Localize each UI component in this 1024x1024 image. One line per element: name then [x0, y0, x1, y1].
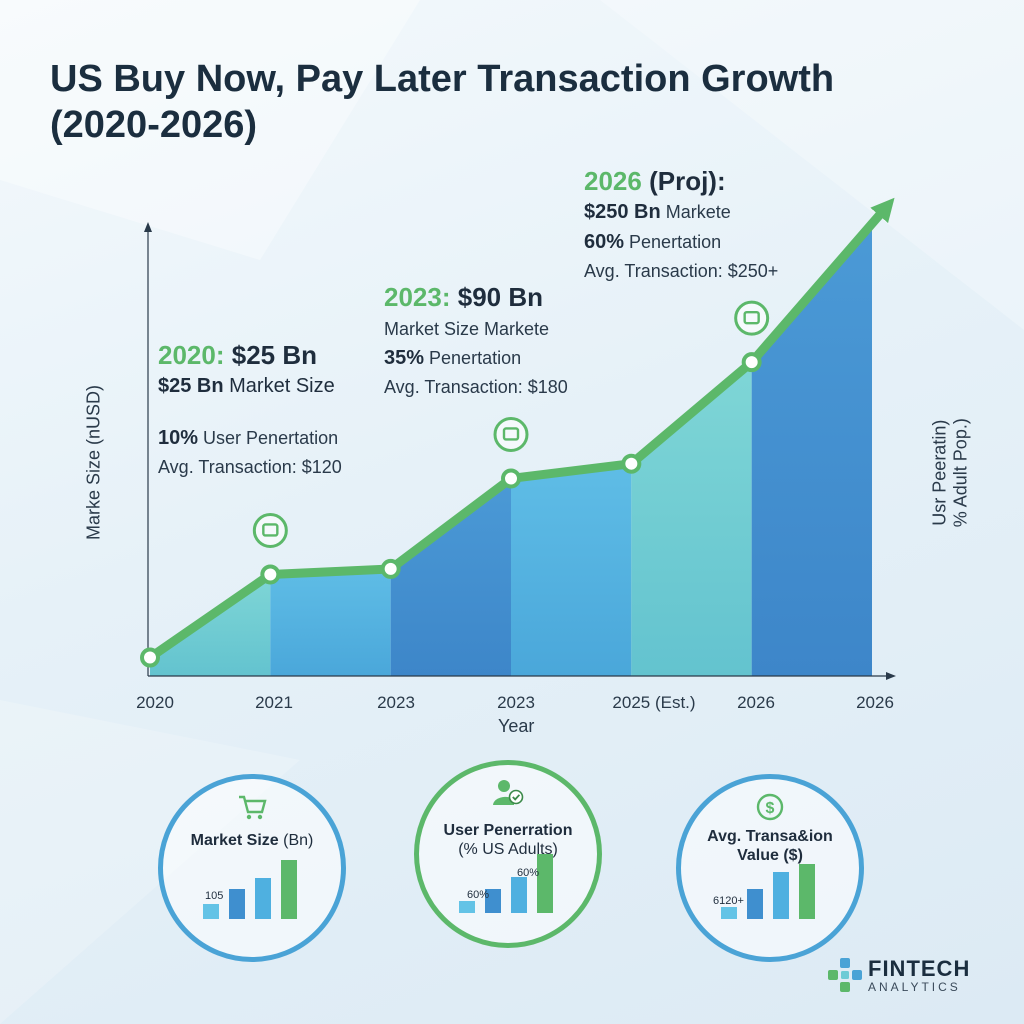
milestone-marker-icon — [493, 416, 529, 452]
x-tick-labels: 2020 2021 2023 2023 2025 (Est.) 2026 2026 — [136, 693, 894, 712]
kpi-bar — [721, 907, 737, 919]
annotation-2023-year: 2023: — [384, 282, 451, 312]
kpi-bar — [747, 889, 763, 919]
data-point — [140, 647, 160, 668]
x-tick-label: 2026 — [856, 693, 894, 712]
dollar-cycle-icon: $ — [756, 793, 784, 821]
annotation-2023-headline: $90 Bn — [457, 282, 543, 312]
kpi-market-size-label: 105 — [205, 890, 224, 902]
annotation-2020: 2020: $25 Bn $25 Bn Market Size 10% User… — [158, 342, 342, 486]
area-chart: 2020 2021 2023 2023 2025 (Est.) 2026 2026 — [136, 197, 896, 712]
x-tick-label: 2021 — [255, 693, 293, 712]
annotation-2026-market-value: $250 Bn — [584, 201, 661, 223]
data-point — [380, 558, 401, 579]
page-title: US Buy Now, Pay Later Transaction Growth… — [50, 58, 835, 147]
x-tick-label: 2020 — [136, 693, 174, 712]
kpi-bar — [459, 901, 475, 913]
y-axis-label: Markе Size (nUSD) — [83, 384, 104, 541]
annotation-2026-market-label: Markete — [660, 202, 731, 222]
annotation-2026-year: 2026 — [584, 166, 642, 196]
annotation-2020-penetration-value: 10% — [158, 427, 199, 449]
x-axis-label: Year — [498, 716, 535, 736]
milestone-marker-icon — [734, 300, 770, 336]
y2-axis-label-line1: Usr Peeratin) — [929, 419, 950, 526]
annotation-2020-penetration-label: User Penertation — [198, 428, 339, 448]
annotation-2020-headline: $25 Bn — [231, 340, 317, 370]
x-tick-label: 2023 — [377, 693, 415, 712]
kpi-bar — [537, 854, 553, 913]
area-band — [511, 463, 632, 676]
annotation-2026: 2026 (Proj): $250 Bn Markete 60% Penerta… — [584, 168, 778, 290]
kpi-bar — [773, 872, 789, 919]
x-tick-label: 2025 (Est.) — [612, 693, 695, 712]
kpi-user-penetration: User Penerration (% US Adults) 60% 60% — [414, 760, 602, 948]
annotation-2023-market-label: Market Size Markete — [384, 319, 550, 339]
fintech-analytics-logo: FINTECH ANALYTICS — [826, 956, 986, 996]
annotation-2023-avg-transaction: Avg. Transaction: $180 — [384, 377, 568, 397]
data-point — [501, 468, 521, 489]
y2-axis-label-line2: % Adult Pop.) — [950, 418, 970, 528]
data-point — [621, 453, 642, 474]
kpi-bar — [799, 864, 815, 919]
kpi-user-penetration-title: User Penerration — [443, 822, 573, 839]
logo-mark-icon — [828, 958, 862, 992]
svg-text:$: $ — [766, 800, 775, 817]
x-tick-label: 2023 — [497, 693, 535, 712]
kpi-bar — [255, 878, 271, 919]
annotation-2026-headline: (Proj): — [649, 166, 726, 196]
cart-icon — [239, 795, 267, 820]
milestone-marker-icon — [252, 512, 288, 548]
data-point — [260, 564, 281, 585]
annotation-2020-market-label: Market Size — [223, 375, 335, 397]
kpi-user-penetration-label-top: 60% — [517, 867, 540, 879]
kpi-user-penetration-unit: (% US Adults) — [458, 841, 558, 859]
kpi-bar — [229, 889, 245, 919]
x-axis-arrow — [886, 672, 896, 680]
logo-name: FINTECH — [868, 956, 971, 981]
annotation-2020-market-value: $25 Bn — [158, 375, 224, 397]
kpi-market-size-title: Market Size — [190, 832, 279, 849]
kpi-user-penetration-label-left: 60% — [467, 889, 490, 901]
kpi-avg-transaction-bars — [721, 859, 831, 919]
y2-axis-label: Usr Peeratin) % Adult Pop.) — [929, 393, 970, 553]
x-tick-label: 2026 — [737, 693, 775, 712]
kpi-bar — [203, 904, 219, 919]
kpi-avg-transaction-unit: Value ($) — [737, 847, 803, 865]
trend-line-group — [140, 197, 895, 668]
kpi-avg-transaction-title: Avg. Transa&ion — [707, 828, 833, 845]
annotation-2023-penetration-label: Penertation — [424, 348, 522, 368]
kpi-market-size-bars — [203, 859, 313, 919]
data-point — [741, 352, 762, 373]
kpi-market-size-unit: (Bn) — [278, 832, 314, 849]
kpi-user-penetration-bars — [459, 853, 569, 913]
kpi-bar — [485, 889, 501, 913]
kpi-market-size: Market Size (Bn) 105 — [158, 774, 346, 962]
y-axis-arrow — [144, 222, 152, 232]
annotation-2020-avg-transaction: Avg. Transaction: $120 — [158, 457, 342, 477]
annotation-2023-penetration-value: 35% — [384, 347, 425, 369]
annotation-2020-year: 2020: — [158, 340, 225, 370]
area-band — [270, 568, 391, 676]
annotation-2026-penetration-value: 60% — [584, 231, 625, 253]
logo-subtitle: ANALYTICS — [868, 980, 961, 994]
kpi-avg-transaction-label: 6120+ — [713, 895, 744, 907]
annotation-2026-avg-transaction: Avg. Transaction: $250+ — [584, 261, 779, 281]
annotation-2023: 2023: $90 Bn Market Size Markete 35% Pen… — [384, 284, 568, 406]
kpi-bar — [511, 877, 527, 913]
annotation-2026-penetration-label: Penertation — [624, 232, 722, 252]
area-band — [390, 478, 511, 676]
area-band — [751, 223, 872, 676]
kpi-bar — [281, 860, 297, 919]
user-check-icon — [493, 780, 524, 805]
kpi-avg-transaction: $ Avg. Transa&ion Value ($) 6120+ — [676, 774, 864, 962]
